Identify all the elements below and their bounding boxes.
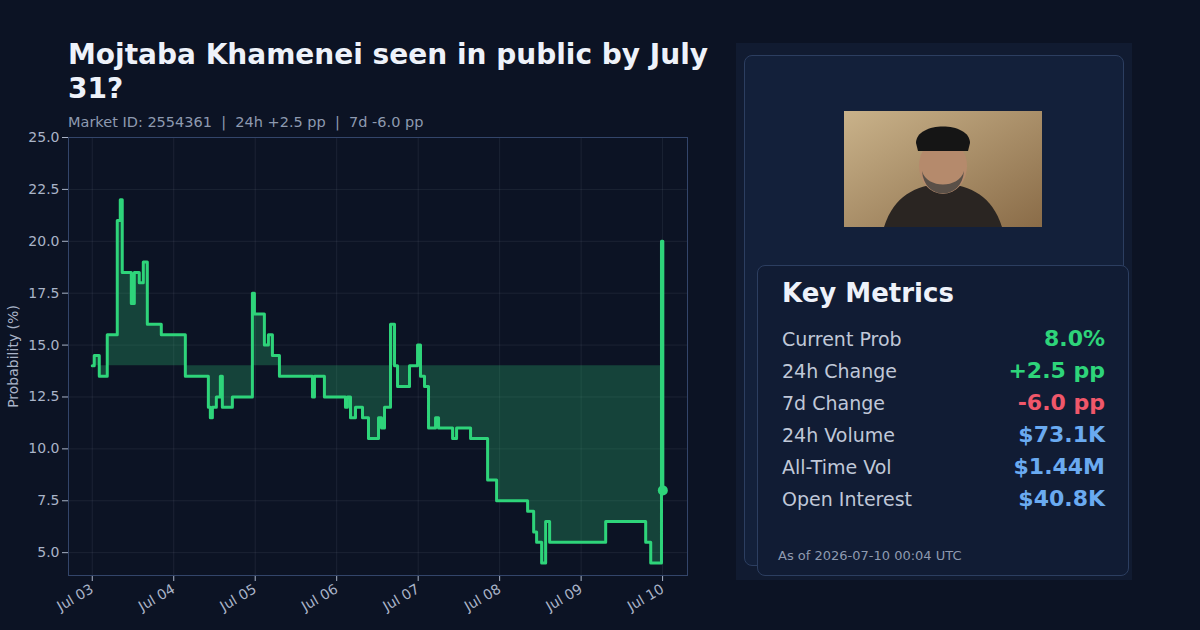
svg-text:15.0: 15.0 [28,337,59,353]
html-text:Current Prob: Current Prob [782,328,902,350]
html-text:+2.5 pp: +2.5 pp [1008,358,1105,383]
html-text:As of 2026-07-10 00:04 UTC: As of 2026-07-10 00:04 UTC [778,548,962,563]
svg-text:Jul 07: Jul 07 [379,581,422,615]
svg-text:Jul 06: Jul 06 [298,581,341,615]
svg-text:Jul 10: Jul 10 [624,581,667,615]
html-text:24h Volume: 24h Volume [782,424,895,446]
svg-text:10.0: 10.0 [28,440,59,456]
svg-text:7.5: 7.5 [37,492,59,508]
svg-text:Jul 09: Jul 09 [542,581,585,615]
svg-text:Jul 05: Jul 05 [216,581,259,615]
svg-text:22.5: 22.5 [28,181,59,197]
html-text:Key Metrics: Key Metrics [782,278,954,308]
html-text:All-Time Vol: All-Time Vol [782,456,892,478]
svg-text:Jul 04: Jul 04 [135,581,178,615]
html-text:8.0%: 8.0% [1044,326,1105,351]
html-text:Open Interest: Open Interest [782,488,912,510]
html-text:24h Change: 24h Change [782,360,897,382]
svg-text:Probability (%): Probability (%) [5,305,21,408]
html-text:Mojtaba Khamenei seen in publi: Mojtaba Khamenei seen in public by July … [68,38,708,105]
svg-text:Jul 08: Jul 08 [461,581,504,615]
svg-text:12.5: 12.5 [28,388,59,404]
html-text:-6.0 pp: -6.0 pp [1017,390,1105,415]
html-text:$73.1K: $73.1K [1018,422,1105,447]
svg-text:17.5: 17.5 [28,285,59,301]
html-text:7d Change: 7d Change [782,392,885,414]
svg-text:Jul 03: Jul 03 [53,581,96,615]
html-text:Market ID: 2554361 | 24h +2.5: Market ID: 2554361 | 24h +2.5 pp | 7d -6… [68,114,424,130]
svg-text:5.0: 5.0 [37,544,59,560]
svg-text:25.0: 25.0 [28,129,59,145]
html-text:$1.44M: $1.44M [1013,454,1105,479]
html-text:$40.8K: $40.8K [1018,486,1105,511]
svg-text:20.0: 20.0 [28,233,59,249]
